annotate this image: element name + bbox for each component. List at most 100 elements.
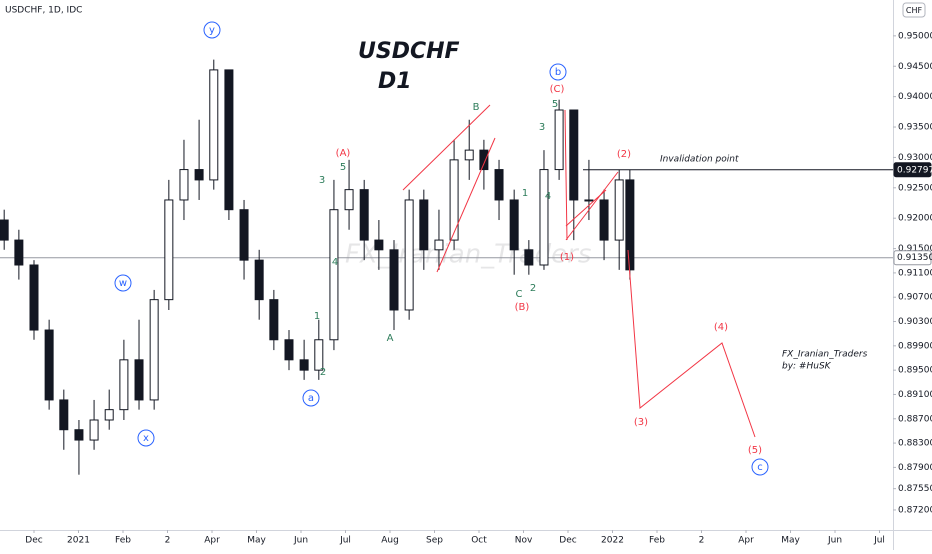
candle-body xyxy=(449,159,459,241)
candle-body xyxy=(89,419,99,441)
price-badge-label: 0.92797 xyxy=(897,165,932,175)
wave-circle xyxy=(203,21,221,39)
candle-body xyxy=(164,199,174,301)
price-lines xyxy=(0,169,893,259)
wave-label: 1 xyxy=(314,311,320,322)
wave-label: (C) xyxy=(550,84,565,95)
y-tick-label: 0.88300 xyxy=(898,439,932,449)
candle-body xyxy=(134,359,144,401)
candle-body xyxy=(224,69,234,211)
x-tick-label: Dec xyxy=(559,536,576,546)
wedge-line xyxy=(436,137,496,273)
y-tick-label: 0.94500 xyxy=(898,62,932,72)
wave-label: C xyxy=(516,289,523,300)
wave-circle xyxy=(137,429,155,447)
candle-body xyxy=(149,299,159,401)
y-tick-label: 0.93500 xyxy=(898,123,932,133)
wedge-line xyxy=(565,171,619,241)
candle-body xyxy=(389,249,399,311)
x-tick-label: 2022 xyxy=(601,536,624,546)
x-tick-label: Jul xyxy=(339,536,351,546)
y-tick-label: 0.90700 xyxy=(898,293,932,303)
y-tick-label: 0.95000 xyxy=(898,31,932,41)
candle-body xyxy=(625,179,635,271)
y-tick-label: 0.87900 xyxy=(898,463,932,473)
candle-body xyxy=(404,199,414,311)
wave-label: w xyxy=(119,278,127,289)
candle-body xyxy=(0,219,9,241)
y-tick-label: 0.87550 xyxy=(898,484,932,494)
candle-body xyxy=(374,239,384,251)
candle-body xyxy=(614,179,624,241)
candle-body xyxy=(539,169,549,266)
wave-label: (4) xyxy=(714,322,728,333)
y-tick-label: 0.89900 xyxy=(898,341,932,351)
wave-label: 2 xyxy=(530,283,536,294)
wave-label: x xyxy=(143,433,149,444)
wave-label: A xyxy=(387,333,394,344)
wave-label: 5 xyxy=(340,162,346,173)
candle-body xyxy=(209,69,219,181)
wave-circle xyxy=(751,458,769,476)
candle-body xyxy=(494,169,504,201)
candle-body xyxy=(179,169,189,201)
wave-label: (2) xyxy=(617,149,631,160)
wave-circle xyxy=(114,274,132,292)
candle-body xyxy=(104,409,114,421)
wave-label: (B) xyxy=(515,302,530,313)
wave-label: b xyxy=(555,67,561,78)
price-badge xyxy=(893,162,932,178)
x-tick-label: Sep xyxy=(426,536,443,546)
candle-body xyxy=(329,209,339,341)
candle-body xyxy=(509,199,519,251)
candle-body xyxy=(314,339,324,371)
candle-body xyxy=(119,359,129,411)
candle-body xyxy=(464,149,474,161)
x-tick-label: Apr xyxy=(738,536,754,546)
axes: 0.95000 0.94500 0.94000 0.93500 0.93000 0.925… xyxy=(25,31,932,545)
y-tick-label: 0.88700 xyxy=(898,414,932,424)
x-tick-label: Feb xyxy=(649,536,665,546)
chart-title: D1 xyxy=(378,69,412,94)
y-tick-label: 0.91100 xyxy=(898,268,932,278)
wave-label: B xyxy=(473,102,480,113)
wave-label: 4 xyxy=(545,191,551,202)
projection-line xyxy=(627,249,756,438)
candle-body xyxy=(299,359,309,371)
wave-label: (A) xyxy=(336,148,351,159)
watermark-layer: FX_Iranian_Traders xyxy=(345,240,591,270)
wave-label: 5 xyxy=(552,99,558,110)
candle-body xyxy=(599,199,609,241)
x-tick-label: Jun xyxy=(827,536,842,546)
x-tick-label: Jun xyxy=(293,536,308,546)
x-tick-label: Jul xyxy=(873,536,885,546)
x-tick-label: Feb xyxy=(115,536,131,546)
wave-label: a xyxy=(308,393,314,404)
wave-label: y xyxy=(209,25,215,36)
price-badge xyxy=(893,250,932,266)
candle-body xyxy=(569,109,579,201)
wave-circle xyxy=(302,389,320,407)
watermark: FX_Iranian_Traders xyxy=(345,240,591,270)
wave-label: 3 xyxy=(319,175,325,186)
wave-label: c xyxy=(757,462,763,473)
wave-circle xyxy=(549,63,567,81)
wave-label: 1 xyxy=(522,188,528,199)
wave-labels: y w x a b c (A) (B) (C) (1) (2) (3) (4) (5) 3 5 4 1 2 A B C 1 2… xyxy=(114,21,769,476)
candle-body xyxy=(419,199,429,251)
wave-line xyxy=(564,109,568,241)
candle-body xyxy=(584,199,594,202)
y-tick-label: 0.87200 xyxy=(898,505,932,515)
wave-label: 3 xyxy=(539,122,545,133)
candle-body xyxy=(44,329,54,401)
candle-body xyxy=(239,209,249,261)
x-tick-label: Apr xyxy=(204,536,220,546)
candle-body xyxy=(434,239,444,251)
candle-body xyxy=(554,109,564,171)
wave-label: (3) xyxy=(634,417,648,428)
x-tick-label: Aug xyxy=(381,536,399,546)
currency-box xyxy=(902,2,926,18)
candle-body xyxy=(269,299,279,341)
